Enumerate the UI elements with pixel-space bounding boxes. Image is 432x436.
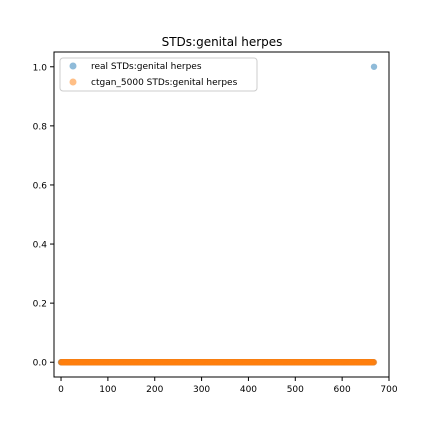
- series-1: [57, 359, 378, 366]
- x-tick-label: 100: [99, 385, 116, 395]
- y-tick-label: 0.6: [33, 181, 48, 191]
- scatter-marks: [57, 63, 378, 366]
- legend: real STDs:genital herpes ctgan_5000 STDs…: [59, 57, 258, 92]
- y-tick-label: 0.2: [33, 300, 47, 310]
- plot-frame: [53, 51, 390, 378]
- chart-title: STDs:genital herpes: [162, 35, 283, 49]
- y-tick-label: 0.4: [33, 241, 48, 251]
- x-tick-label: 600: [334, 385, 351, 395]
- x-tick-label: 300: [193, 385, 210, 395]
- legend-marker-real: [69, 62, 77, 70]
- legend-marker-synthetic: [69, 78, 77, 86]
- x-tick-label: 700: [380, 385, 397, 395]
- y-tick-label: 1.0: [33, 63, 48, 73]
- legend-label-synthetic: ctgan_5000 STDs:genital herpes: [91, 78, 238, 88]
- data-point: [370, 63, 378, 70]
- x-tick-label: 500: [287, 385, 304, 395]
- x-tick-label: 0: [58, 385, 64, 395]
- x-tick-label: 400: [240, 385, 257, 395]
- data-point: [370, 359, 378, 366]
- x-tick-label: 200: [146, 385, 163, 395]
- legend-frame: [59, 57, 258, 92]
- y-tick-label: 0.8: [33, 122, 48, 132]
- axes: 0 100 200 300 400 500 600 700 0.0 0.2 0.4 0.6 0.8 1.0: [33, 51, 398, 395]
- legend-label-real: real STDs:genital herpes: [91, 62, 202, 72]
- y-tick-label: 0.0: [33, 359, 48, 369]
